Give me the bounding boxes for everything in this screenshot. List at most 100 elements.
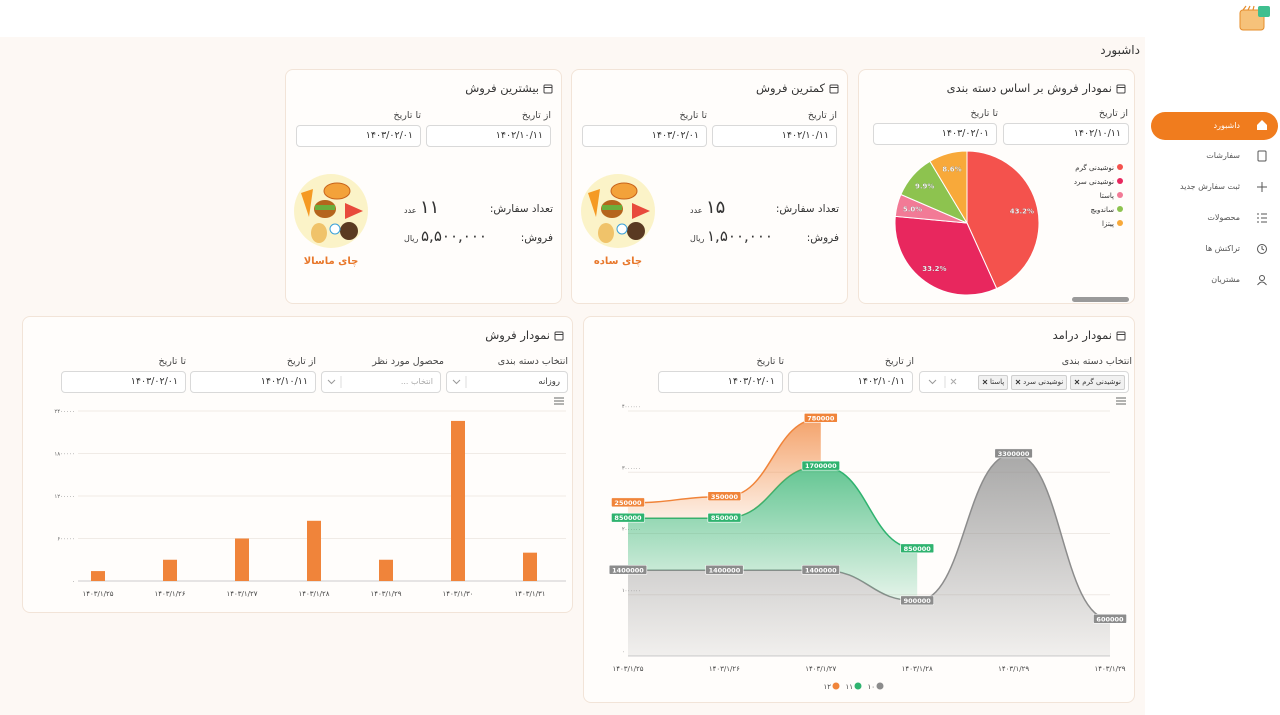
to-date[interactable]: ۱۴۰۳/۰۲/۰۱ bbox=[296, 125, 421, 147]
bar-chart: ۰ ۶۰۰۰۰۰ ۱۲۰۰۰۰۰ ۱۸۰۰۰۰۰ ۲۴۰۰۰۰۰ ۱۴۰۳/۱/۲۵ ۱۴۰… bbox=[54, 409, 566, 598]
to-date[interactable]: ۱۴۰۳/۰۲/۰۱ bbox=[658, 371, 783, 393]
orders-icon bbox=[1257, 150, 1267, 162]
y-tick-label: ۲۴۰۰۰۰۰ bbox=[54, 409, 75, 415]
x-tick-label: ۱۴۰۳/۱/۲۷ bbox=[226, 590, 257, 598]
tag[interactable]: پاستا bbox=[977, 374, 1009, 390]
orders-count: ۱۵ bbox=[706, 197, 726, 218]
data-label-bg bbox=[707, 491, 742, 502]
to-label: تا تاریخ bbox=[679, 110, 707, 121]
x-tick-label: ۱۴۰۳/۱/۲۹ bbox=[998, 665, 1029, 673]
from-label: از تاریخ bbox=[807, 110, 837, 121]
products-icon bbox=[1257, 213, 1267, 223]
transactions-icon bbox=[1257, 244, 1267, 254]
category-label: انتخاب دسته بندی bbox=[497, 356, 568, 367]
x-tick-label: ۱۴۰۳/۱/۲۸ bbox=[902, 665, 933, 673]
tag[interactable]: نوشیدنی سرد bbox=[1011, 374, 1068, 390]
food bbox=[616, 223, 628, 235]
data-label: 780000 bbox=[807, 414, 835, 422]
from-date[interactable]: ۱۴۰۲/۱۰/۱۱ bbox=[712, 125, 837, 147]
pie-label: 9.9% bbox=[915, 183, 934, 191]
data-label: 900000 bbox=[904, 597, 932, 605]
area-fill bbox=[628, 466, 918, 601]
pie-label: 5.0% bbox=[903, 206, 922, 214]
legend-marker bbox=[1117, 192, 1123, 198]
from-label: از تاریخ bbox=[884, 356, 914, 367]
period-select[interactable]: روزانه bbox=[446, 371, 568, 393]
card-icon bbox=[554, 331, 564, 341]
data-label-bg bbox=[608, 564, 648, 575]
product-name: چای ساده bbox=[593, 256, 643, 267]
to-label: تا تاریخ bbox=[393, 110, 421, 121]
product-select[interactable]: انتخاب ... bbox=[321, 371, 441, 393]
menu-item[interactable]: سفارشات bbox=[1206, 151, 1240, 160]
select-value: روزانه bbox=[538, 377, 560, 387]
select-placeholder: انتخاب ... bbox=[400, 377, 433, 386]
bar bbox=[451, 420, 465, 581]
to-date[interactable]: ۱۴۰۳/۰۲/۰۱ bbox=[582, 125, 707, 147]
menu-item[interactable]: ثبت سفارش جدید bbox=[1180, 182, 1240, 191]
food bbox=[301, 189, 313, 217]
tag-text: نوشیدنی سرد bbox=[1023, 378, 1064, 386]
home-icon bbox=[1257, 120, 1267, 130]
add-icon bbox=[1257, 182, 1267, 192]
legend-label: ۱۰ bbox=[867, 683, 875, 691]
to-date[interactable]: ۱۴۰۳/۰۲/۰۱ bbox=[873, 123, 997, 145]
from-date[interactable]: ۱۴۰۲/۱۰/۱۱ bbox=[426, 125, 551, 147]
menu-item[interactable]: تراکنش ها bbox=[1205, 244, 1240, 253]
x-tick-label: ۱۴۰۳/۱/۳۰ bbox=[442, 590, 473, 598]
scrollbar[interactable] bbox=[1072, 297, 1129, 302]
menu-item[interactable]: داشبورد bbox=[1213, 121, 1240, 130]
pie-label: 8.6% bbox=[942, 165, 961, 173]
data-label-bg bbox=[803, 413, 838, 423]
logo bbox=[1239, 5, 1270, 31]
data-label: 1400000 bbox=[709, 566, 741, 574]
tag[interactable]: نوشیدنی گرم bbox=[1070, 374, 1125, 390]
tag-remove[interactable] bbox=[982, 379, 988, 385]
legend-marker bbox=[876, 682, 884, 690]
category-multiselect[interactable]: نوشیدنی گرم نوشیدنی سرد پاستا bbox=[919, 371, 1129, 393]
customers-icon bbox=[1257, 275, 1267, 286]
from-label: از تاریخ bbox=[286, 356, 316, 367]
area-line bbox=[628, 465, 918, 550]
card-title: نمودار درامد bbox=[1052, 328, 1112, 342]
area-chart: ۰۱۰۰۰۰۰۰۲۰۰۰۰۰۰۳۰۰۰۰۰۰۴۰۰۰۰۰۰۱۴۰۳/۱/۲۵۱۴… bbox=[608, 404, 1127, 691]
lowest-sales-card: کمترین فروش از تاریخ تا تاریخ ۱۴۰۲/۱۰/۱۱… bbox=[571, 69, 848, 304]
area-fill bbox=[628, 453, 1110, 656]
tag-text: نوشیدنی گرم bbox=[1082, 378, 1121, 386]
data-label-bg bbox=[707, 512, 742, 523]
highest-sales-card: بیشترین فروش از تاریخ تا تاریخ ۱۴۰۲/۱۰/۱… bbox=[285, 69, 562, 304]
food bbox=[610, 182, 638, 200]
tag-remove[interactable] bbox=[1015, 379, 1021, 385]
from-date[interactable]: ۱۴۰۲/۱۰/۱۱ bbox=[788, 371, 913, 393]
data-label-bg bbox=[611, 497, 645, 508]
select-chevron bbox=[452, 376, 467, 388]
menu-item[interactable]: مشتریان bbox=[1211, 275, 1240, 284]
x-tick-label: ۱۴۰۳/۱/۲۹ bbox=[1094, 665, 1125, 673]
select-controls[interactable] bbox=[924, 376, 960, 388]
menu-item[interactable]: محصولات bbox=[1207, 213, 1240, 222]
to-label: تا تاریخ bbox=[158, 356, 186, 367]
chart-menu[interactable] bbox=[1116, 397, 1126, 405]
data-label: 850000 bbox=[614, 514, 642, 522]
pie-slice bbox=[929, 150, 968, 225]
revenue-chart-card: نمودار درامد انتخاب دسته بندی از تاریخ ت… bbox=[583, 316, 1135, 703]
data-label: 1400000 bbox=[612, 566, 644, 574]
product-name: چای ماسالا bbox=[303, 256, 359, 267]
orders-unit: عدد bbox=[690, 206, 703, 215]
from-date[interactable]: ۱۴۰۲/۱۰/۱۱ bbox=[190, 371, 316, 393]
pie-chart: 43.2% 33.2% 5.0% 9.9% 8.6% نوشیدنی گرم نوشیدنی… bbox=[894, 150, 1123, 296]
pie-label: 33.2% bbox=[922, 265, 946, 273]
sales-unit: ریال bbox=[404, 234, 419, 243]
data-label: 3300000 bbox=[998, 450, 1030, 458]
chart-menu[interactable] bbox=[554, 397, 564, 405]
y-tick-label: ۰ bbox=[72, 579, 75, 585]
bar bbox=[91, 571, 105, 581]
to-date[interactable]: ۱۴۰۳/۰۲/۰۱ bbox=[61, 371, 186, 393]
from-date[interactable]: ۱۴۰۲/۱۰/۱۱ bbox=[1003, 123, 1129, 145]
active-menu-item[interactable] bbox=[1151, 112, 1278, 140]
data-label-bg bbox=[801, 460, 840, 471]
tag-remove[interactable] bbox=[1074, 379, 1080, 385]
legend-marker bbox=[1117, 178, 1123, 184]
bar bbox=[523, 552, 537, 581]
